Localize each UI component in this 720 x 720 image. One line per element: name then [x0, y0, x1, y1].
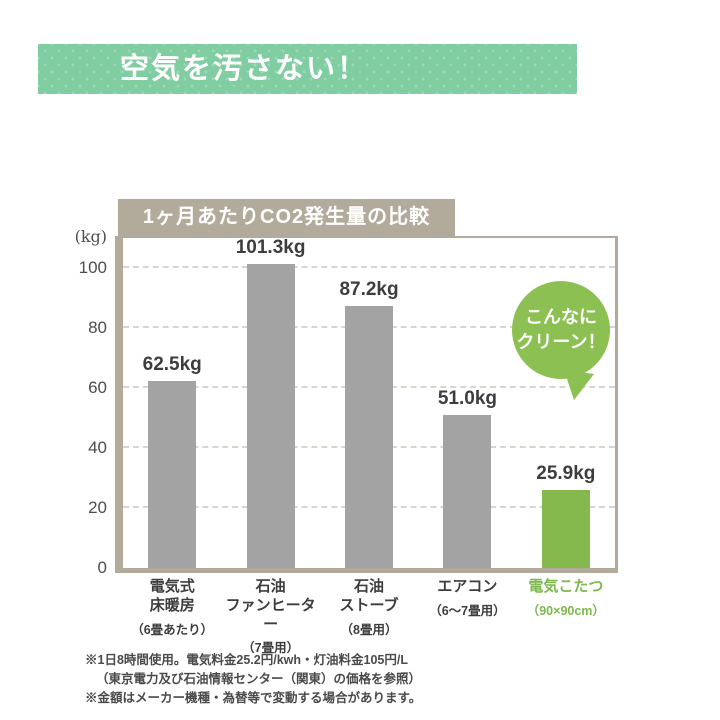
bar-value-label: 25.9kg — [536, 463, 596, 485]
category-sublabel: （6～7畳用） — [429, 603, 506, 618]
footnote-line: ※金額はメーカー機種・為替等で変動する場合があります。 — [85, 690, 422, 705]
y-axis-ticks: 0 20 40 60 80 100 — [50, 238, 107, 577]
category-name: 石油 ファンヒーター — [225, 578, 316, 633]
bar-column: 25.9kg — [517, 463, 615, 568]
bar-value-label: 101.3kg — [235, 237, 306, 259]
x-axis-category: 電気こたつ （90×90cm） — [517, 578, 615, 656]
header-banner: 空気を汚さない！ — [38, 44, 577, 94]
bubble-text-line2: クリーン！ — [516, 332, 606, 352]
bubble-text-line1: こんなに — [525, 306, 597, 327]
bar — [148, 380, 197, 568]
chart-title: 1ヶ月あたりCO2発生量の比較 — [118, 199, 455, 236]
bubble-tail — [564, 370, 594, 400]
x-axis-category: 石油 ファンヒーター （7畳用） — [221, 578, 319, 656]
y-axis-unit-label: (kg) — [74, 227, 107, 246]
bar — [345, 306, 394, 568]
bars-container: 62.5kg 101.3kg 87.2kg 51.0kg 25.9kg — [123, 237, 615, 568]
y-tick-label: 0 — [97, 558, 107, 577]
bar-column: 51.0kg — [418, 388, 516, 568]
bar-column: 62.5kg — [123, 353, 221, 568]
clean-callout-bubble: こんなに クリーン！ — [512, 281, 610, 379]
bar-value-label: 51.0kg — [437, 388, 497, 409]
bar-highlighted — [541, 490, 590, 568]
y-tick-label: 100 — [78, 258, 107, 277]
category-name: 石油 ストーブ — [339, 578, 399, 614]
bar-column: 101.3kg — [221, 237, 319, 568]
bar-value-label: 62.5kg — [142, 353, 202, 375]
category-sublabel: （6畳あたり） — [131, 622, 214, 637]
category-sublabel: （7畳用） — [242, 641, 300, 656]
gridline — [123, 266, 615, 268]
x-axis-category: 電気式 床暖房 （6畳あたり） — [123, 578, 221, 656]
category-name: エアコン — [437, 578, 498, 595]
bar — [443, 415, 492, 568]
page-title: 空気を汚さない！ — [120, 53, 369, 85]
plot-area: 62.5kg 101.3kg 87.2kg 51.0kg 25.9kg — [115, 236, 618, 573]
x-axis-category: エアコン （6～7畳用） — [418, 578, 516, 656]
bar-column: 87.2kg — [320, 279, 418, 568]
footnote-line: ※1日8時間使用。電気料金25.2円/kwh・灯油料金105円/L — [85, 653, 408, 667]
y-tick-label: 40 — [88, 438, 107, 457]
bar-value-label: 87.2kg — [339, 279, 399, 301]
y-tick-label: 20 — [88, 498, 107, 517]
category-name: 電気式 床暖房 — [149, 578, 195, 614]
footnote-line: （東京電力及び石油情報センター（関東）の価格を参照） — [96, 671, 422, 686]
y-tick-label: 80 — [88, 318, 107, 337]
category-sublabel: （90×90cm） — [526, 603, 605, 618]
footnotes: ※1日8時間使用。電気料金25.2円/kwh・灯油料金105円/L （東京電力及… — [85, 651, 421, 707]
category-name: 電気こたつ — [528, 578, 604, 595]
x-axis-category: 石油 ストーブ （8畳用） — [320, 578, 418, 656]
bar — [246, 264, 295, 568]
y-tick-label: 60 — [88, 378, 107, 397]
category-sublabel: （8畳用） — [340, 622, 398, 637]
x-axis-labels: 電気式 床暖房 （6畳あたり） 石油 ファンヒーター （7畳用） 石油 ストーブ （8畳用… — [123, 578, 615, 656]
